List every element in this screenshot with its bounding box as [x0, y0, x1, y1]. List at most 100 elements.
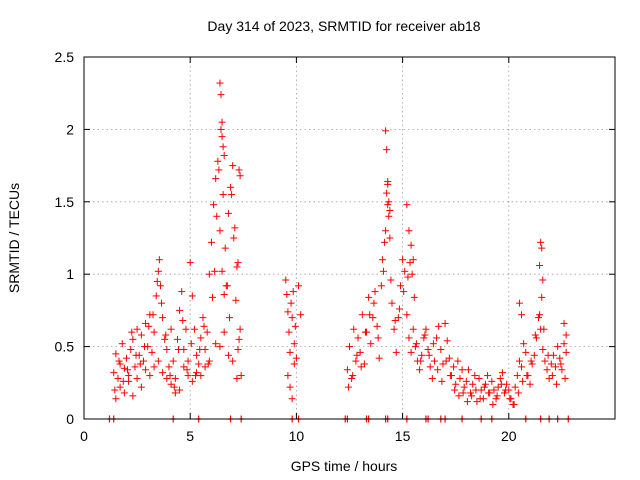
- data-point: [204, 360, 212, 368]
- data-point: [116, 383, 124, 391]
- data-point: [167, 380, 175, 388]
- data-point: [142, 319, 150, 327]
- data-point: [155, 256, 163, 264]
- x-tick-label: 5: [186, 428, 194, 444]
- data-point: [557, 360, 565, 368]
- data-point: [141, 343, 149, 351]
- data-point: [193, 369, 201, 377]
- data-point: [150, 363, 158, 371]
- data-point: [371, 288, 379, 296]
- y-tick-label: 1.5: [55, 194, 75, 210]
- data-point: [496, 374, 504, 382]
- data-point: [148, 348, 156, 356]
- data-point: [561, 374, 569, 382]
- data-point: [161, 335, 169, 343]
- data-point: [481, 380, 489, 388]
- data-point: [412, 340, 420, 348]
- data-point: [532, 334, 540, 342]
- data-point: [385, 198, 393, 206]
- data-point: [219, 191, 227, 199]
- data-point: [433, 334, 441, 342]
- data-point: [400, 288, 408, 296]
- data-point: [120, 389, 128, 397]
- data-point: [386, 206, 394, 214]
- data-point: [421, 331, 429, 339]
- data-point: [129, 392, 137, 400]
- data-point: [360, 360, 368, 368]
- data-point: [396, 282, 404, 290]
- data-point: [217, 125, 225, 133]
- data-point: [237, 372, 245, 380]
- data-point: [346, 343, 353, 351]
- x-tick-labels: 0 5 10 15 20: [80, 428, 517, 444]
- data-point: [217, 91, 225, 99]
- data-point: [203, 328, 211, 336]
- data-point: [179, 317, 187, 325]
- data-point: [154, 357, 162, 365]
- data-point: [390, 325, 398, 333]
- data-point: [235, 335, 243, 343]
- data-point: [211, 267, 219, 275]
- data-point: [535, 314, 543, 322]
- data-point: [430, 357, 438, 365]
- data-point: [163, 345, 171, 353]
- data-point: [197, 334, 205, 342]
- data-point: [562, 331, 570, 339]
- data-point: [426, 363, 434, 371]
- data-point: [429, 340, 437, 348]
- x-tick-label: 20: [501, 428, 517, 444]
- data-point: [230, 234, 238, 242]
- data-point: [344, 383, 352, 391]
- data-point: [288, 395, 296, 403]
- data-point: [231, 224, 239, 232]
- data-point: [526, 380, 534, 388]
- data-point: [519, 377, 527, 385]
- data-point: [538, 244, 546, 252]
- data-point: [154, 267, 162, 275]
- data-point: [498, 369, 506, 377]
- data-point: [388, 299, 396, 307]
- data-point: [193, 351, 201, 359]
- data-point: [182, 325, 190, 333]
- data-point: [220, 328, 228, 336]
- data-point: [219, 143, 227, 151]
- y-tick-label: 1: [66, 266, 74, 282]
- data-point: [234, 259, 242, 267]
- data-point: [166, 372, 174, 380]
- data-point: [137, 331, 145, 339]
- data-point: [286, 348, 294, 356]
- data-point: [560, 319, 568, 327]
- data-point: [475, 374, 483, 382]
- data-point: [403, 311, 411, 319]
- data-point: [484, 372, 492, 380]
- data-point: [544, 351, 552, 359]
- data-point: [538, 293, 546, 301]
- data-point: [289, 288, 297, 296]
- data-point: [163, 374, 171, 382]
- data-point: [142, 366, 150, 374]
- data-point: [212, 340, 220, 348]
- data-point: [169, 357, 177, 365]
- data-point: [212, 175, 220, 183]
- data-point: [450, 363, 458, 371]
- data-point: [456, 374, 464, 382]
- data-point: [536, 311, 544, 319]
- data-point: [115, 357, 123, 365]
- data-point: [188, 377, 196, 385]
- x-axis-label: GPS time / hours: [291, 458, 398, 474]
- data-point: [385, 212, 393, 220]
- data-point: [233, 263, 241, 271]
- data-point: [173, 335, 181, 343]
- data-point: [522, 348, 530, 356]
- data-point: [416, 366, 424, 374]
- data-point: [205, 357, 213, 365]
- data-point: [463, 398, 471, 406]
- data-point: [207, 238, 215, 246]
- data-point: [531, 331, 539, 339]
- data-point: [537, 238, 545, 246]
- data-point: [114, 374, 122, 382]
- data-point: [122, 354, 130, 362]
- data-point: [110, 369, 118, 377]
- data-point: [384, 178, 392, 186]
- data-point: [137, 383, 145, 391]
